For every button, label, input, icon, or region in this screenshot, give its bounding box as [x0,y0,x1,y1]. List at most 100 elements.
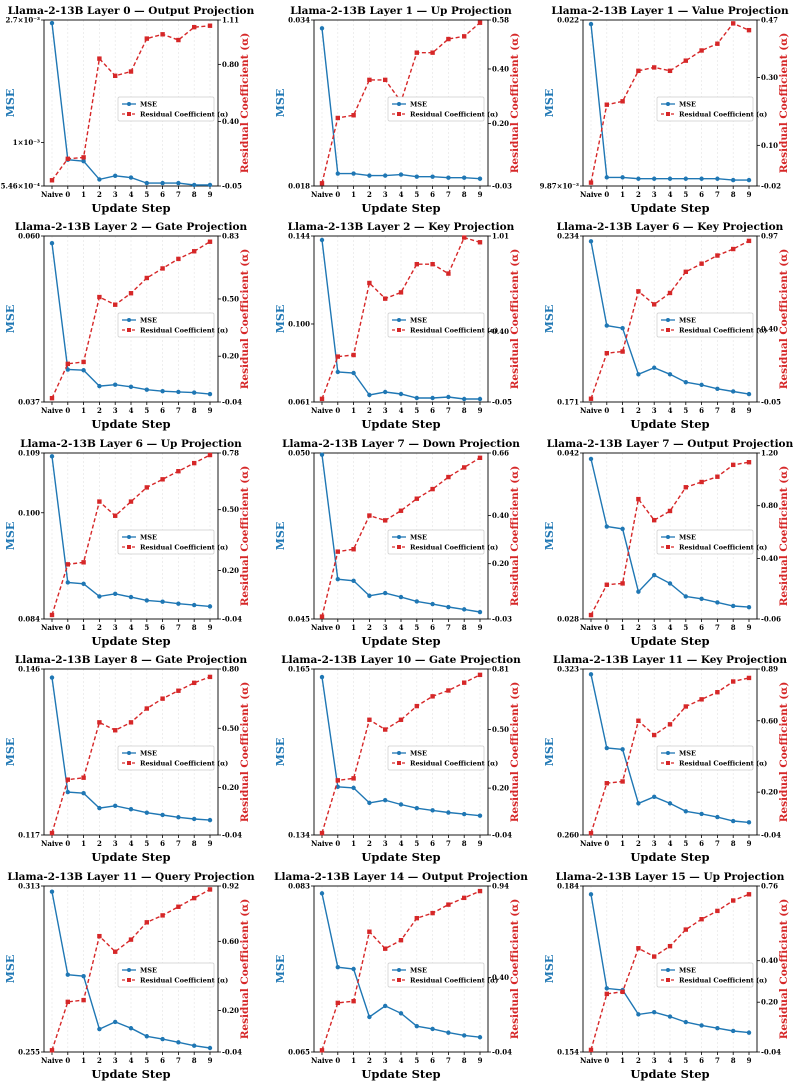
data-point-mse [335,171,340,176]
x-tick-label: 2 [367,839,372,848]
data-point-mse [351,966,356,972]
data-point-mse [667,801,673,806]
data-point-mse [462,811,467,817]
y2-axis-label: Residual Coefficient (α) [239,249,251,390]
y-axis-label: MSE [274,305,287,334]
data-point-mse [667,1014,673,1019]
data-point-alpha [351,547,356,552]
x-tick-label: 0 [65,839,70,848]
data-point-alpha [588,180,594,185]
data-point-alpha [683,269,688,275]
data-point-alpha [652,517,657,523]
x-tick-label: 9 [478,406,483,415]
data-point-alpha [113,73,118,79]
data-point-mse [367,392,372,398]
x-tick-label: 2 [97,406,102,415]
x-tick-label: 1 [351,623,356,632]
x-tick-label: 2 [97,623,102,632]
data-point-alpha [65,999,70,1005]
x-tick-label: 8 [731,623,736,632]
x-axis-label: Update Step [361,634,440,648]
x-tick-label: Naive [580,190,603,199]
data-point-mse [715,600,720,605]
data-point-mse [652,572,657,578]
legend: MSE Residual Coefficient (α) [656,529,767,555]
data-point-mse [207,604,213,609]
y2-tick-label: 0.80 [761,501,778,510]
legend: MSE Residual Coefficient (α) [656,962,767,988]
y-tick-label: 0.060 [18,232,40,241]
x-tick-label: 9 [747,406,752,415]
x-tick-label: 5 [144,839,149,848]
data-point-alpha [49,395,55,401]
legend-label: MSE [140,749,157,757]
y2-tick-label: 0.10 [761,141,778,150]
x-tick-label: 8 [731,1056,736,1065]
data-point-alpha [699,48,704,53]
data-point-alpha [144,485,149,490]
data-point-mse [699,176,704,181]
legend-label: MSE [410,966,427,974]
x-tick-label: 5 [144,1056,149,1065]
x-tick-label: 4 [129,623,134,632]
x-tick-label: 0 [335,623,340,632]
data-point-mse [477,813,483,818]
data-point-alpha [335,778,340,783]
data-point-mse [144,387,149,392]
data-point-alpha [398,938,404,943]
x-tick-label: 3 [383,190,388,199]
x-tick-label: 1 [620,190,625,199]
x-tick-label: 9 [747,623,752,632]
data-point-alpha [620,779,625,784]
data-point-mse [746,391,752,397]
data-point-alpha [160,913,165,918]
data-point-alpha [128,69,134,74]
legend-marker [397,535,401,539]
x-tick-label: 5 [414,839,419,848]
legend-box [387,529,485,555]
data-point-mse [414,395,419,401]
data-point-mse [367,800,372,806]
data-point-alpha [652,954,657,959]
x-tick-label: 0 [65,1056,70,1065]
legend-label: Residual Coefficient (α) [679,110,767,118]
y-tick-label: 0.313 [18,882,40,891]
y-tick-label: 0.184 [557,882,579,891]
y2-tick-label: 0.20 [492,784,509,793]
y2-tick-label: 0.50 [222,724,239,733]
data-point-alpha [207,452,213,458]
data-point-mse [351,785,356,791]
subplot-5: Llama-2-13B Layer 2 — Key Projection Naiv… [274,221,521,431]
data-point-mse [477,176,483,181]
x-tick-label: 8 [462,1056,467,1065]
legend: MSE Residual Coefficient (α) [387,962,498,988]
x-tick-label: 3 [113,623,118,632]
x-tick-label: 9 [208,1056,213,1065]
data-point-alpha [398,717,404,722]
y-tick-label: 5.46×10⁻⁴ [1,182,40,191]
chart-title: Llama-2-13B Layer 11 — Query Projection [7,871,255,883]
x-tick-label: 4 [668,1056,673,1065]
legend-label: Residual Coefficient (α) [679,326,767,334]
y-tick-label: 0.034 [288,16,310,25]
data-point-mse [667,581,673,586]
y2-tick-label: -0.04 [761,1048,781,1057]
x-tick-label: 6 [430,1056,435,1065]
data-point-alpha [398,290,404,295]
y2-tick-label: 0.83 [222,232,239,241]
x-tick-label: 8 [192,190,197,199]
data-point-mse [81,368,86,373]
legend: MSE Residual Coefficient (α) [117,96,228,122]
y-axis-label: MSE [274,955,287,984]
data-point-alpha [446,474,451,480]
data-point-alpha [192,895,197,901]
data-point-alpha [683,485,688,490]
data-point-mse [731,603,736,609]
x-axis-label: Update Step [361,1067,440,1081]
legend: MSE Residual Coefficient (α) [656,312,767,338]
data-point-mse [604,323,609,328]
x-tick-label: 2 [97,1056,102,1065]
legend-marker [666,318,670,322]
data-point-alpha [430,261,435,267]
